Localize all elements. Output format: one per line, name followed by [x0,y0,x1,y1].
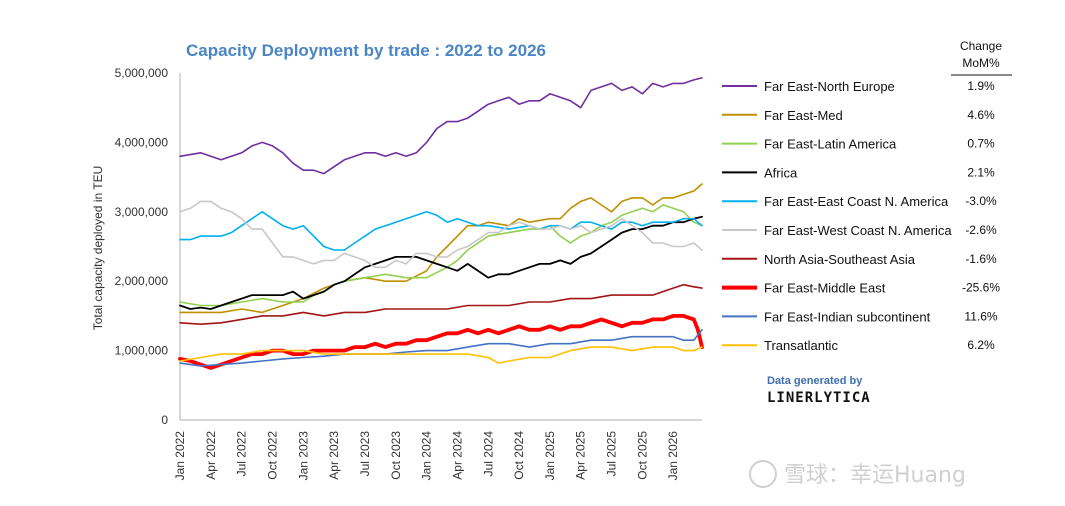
x-tick-label: Jan 2025 [543,431,557,481]
x-tick-label: Jul 2023 [358,431,372,477]
x-tick-label: Apr 2023 [327,431,341,480]
watermark: 雪球：幸运Huang [749,460,966,488]
legend-label: Far East-East Coast N. America [764,194,949,209]
legend-label: Far East-Med [764,108,843,123]
series-line-transatlantic [179,346,703,364]
x-tick-label: Jul 2022 [235,431,249,477]
change-value: 2.1% [967,165,995,179]
x-tick-label: Jan 2022 [173,431,187,481]
series-line-far-east-indian-subcontinent [179,329,703,367]
series-line-far-east-middle-east [178,314,704,370]
y-tick-label: 3,000,000 [115,205,169,219]
legend-label: Transatlantic [764,338,838,353]
change-value: 0.7% [967,137,995,151]
series-line-far-east-east-coast-n-america [179,211,703,251]
x-tick-label: Oct 2024 [512,431,526,480]
legend-label: Far East-West Coast N. America [764,223,952,238]
change-header-line1: Change [960,39,1002,53]
change-value: -2.6% [965,223,997,237]
legend-label: Far East-Latin America [764,137,897,152]
legend-label: Far East-Middle East [764,281,886,296]
y-axis-label: Total capacity deployed in TEU [91,166,105,331]
x-tick-label: Jan 2024 [420,431,434,481]
change-value: -3.0% [965,194,997,208]
x-tick-label: Oct 2023 [389,431,403,480]
source-brand: LINERLYTICA [767,390,871,406]
x-tick-label: Jan 2026 [666,431,680,481]
legend: Far East-North Europe 1.9% Far East-Med 4.6… [722,79,1000,353]
change-value: -1.6% [965,252,997,266]
x-tick-labels: Jan 2022 Apr 2022 Jul 2022 Oct 2022 Jan 2023… [173,431,680,481]
series-line-far-east-med [179,183,703,314]
series-line-far-east-west-coast-n-america [179,200,703,269]
x-tick-label: Apr 2025 [574,431,588,480]
change-header-line2: MoM% [962,56,1000,70]
x-tick-label: Jan 2023 [296,431,310,481]
series-line-far-east-north-europe [179,77,703,175]
change-value: 4.6% [967,108,995,122]
y-tick-label: 4,000,000 [115,135,169,149]
y-tick-label: 2,000,000 [115,274,169,288]
legend-label: Far East-Indian subcontinent [764,309,931,324]
series-lines [178,77,704,370]
series-line-africa [179,215,703,310]
watermark-text: 雪球：幸运Huang [784,463,966,488]
x-tick-label: Apr 2024 [450,431,464,480]
x-tick-label: Oct 2022 [265,431,279,480]
x-tick-label: Jul 2025 [605,431,619,477]
y-tick-label: 0 [161,413,168,427]
legend-label: North Asia-Southeast Asia [764,252,916,267]
change-value: 1.9% [967,79,995,93]
legend-label: Africa [764,165,798,180]
source-caption: Data generated by [767,375,863,387]
change-value: 6.2% [967,338,995,352]
x-tick-label: Apr 2022 [204,431,218,480]
legend-label: Far East-North Europe [764,79,895,94]
change-value: 11.6% [964,309,997,323]
y-tick-labels: 0 1,000,000 2,000,000 3,000,000 4,000,000 5,0… [115,66,169,427]
x-tick-label: Jul 2024 [481,431,495,477]
series-line-north-asia-southeast-asia [179,283,703,325]
chart-title: Capacity Deployment by trade : 2022 to 2… [186,41,546,60]
y-tick-label: 5,000,000 [115,66,169,80]
x-tick-label: Oct 2025 [635,431,649,480]
watermark-logo-icon [749,460,777,488]
change-value: -25.6% [962,281,1000,295]
series-line-far-east-latin-america [179,204,703,307]
y-tick-label: 1,000,000 [115,344,169,358]
